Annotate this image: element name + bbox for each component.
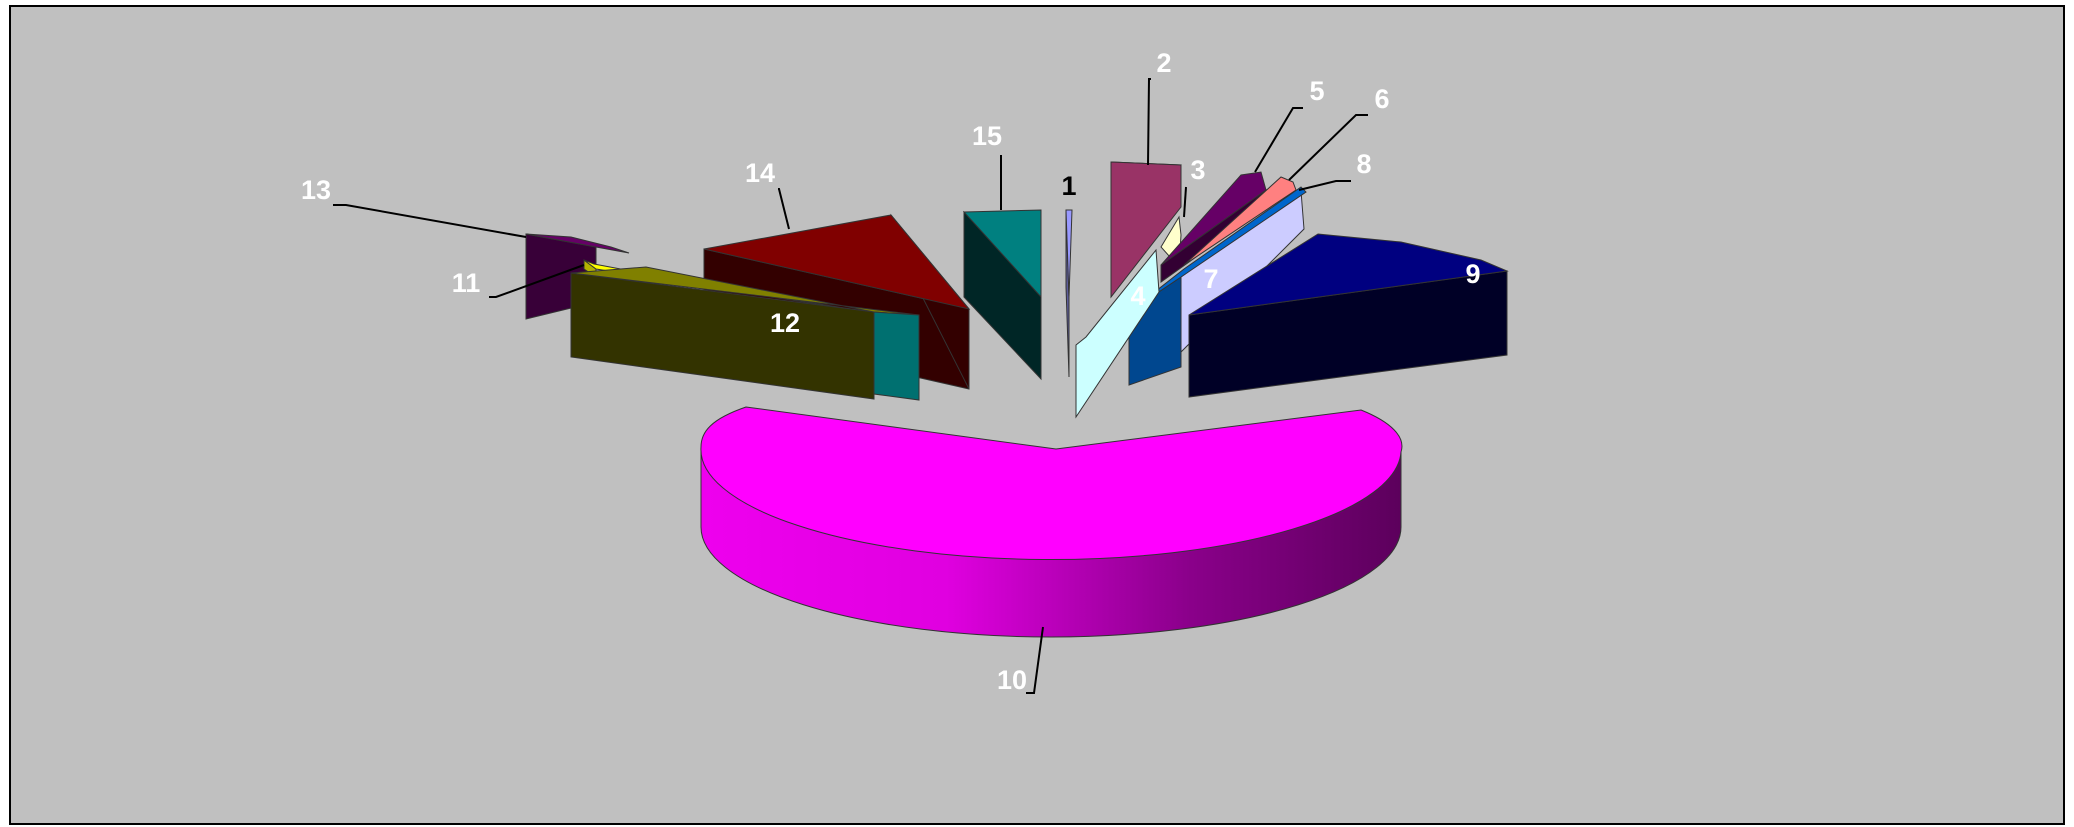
leader-line-10: [1026, 626, 1044, 694]
leader-line-13: [333, 204, 527, 238]
leader-line-3: [1183, 186, 1187, 218]
data-label-3: 3: [1190, 155, 1205, 185]
data-label-1: 1: [1061, 171, 1076, 201]
pie-slice-6: [1183, 176, 1297, 266]
data-label-12: 12: [770, 308, 800, 338]
data-label-7: 7: [1203, 264, 1218, 294]
data-label-10: 10: [997, 665, 1027, 695]
slice-top: [1183, 176, 1297, 266]
chart-area: 1 2 3 4 5 6 7 8 9 10 11 12 13 14 15: [9, 5, 2065, 825]
data-label-14: 14: [745, 158, 775, 188]
pie-slice-12b: [873, 311, 920, 401]
data-label-6: 6: [1374, 84, 1389, 114]
slice-top: [703, 214, 971, 310]
slice-top: [525, 233, 630, 254]
pie-slice-15: [962, 209, 1042, 381]
leader-line-8: [1298, 180, 1351, 191]
slice-top: [1065, 209, 1073, 298]
slice-top: [583, 259, 852, 310]
pie-slice-12: [570, 266, 920, 400]
leader-line-6: [1288, 114, 1368, 181]
leader-line-14: [778, 188, 790, 230]
data-label-15: 15: [972, 121, 1002, 151]
data-label-2: 2: [1156, 48, 1171, 78]
data-label-4: 4: [1130, 281, 1145, 311]
slice-top: [1110, 161, 1182, 299]
pie-slice-4: [1075, 248, 1160, 419]
slice-top: [700, 406, 1403, 561]
data-label-9: 9: [1465, 259, 1480, 289]
data-label-13: 13: [301, 175, 331, 205]
pie-slice-9: [1188, 233, 1509, 398]
slice-top: [1075, 248, 1160, 419]
pie-slice-10: [700, 406, 1403, 638]
pie-slice-1: [1065, 209, 1073, 378]
data-label-5: 5: [1309, 76, 1324, 106]
data-label-8: 8: [1356, 149, 1371, 179]
slice-top: [1188, 233, 1509, 316]
slice-top: [1160, 171, 1267, 266]
leader-line-2: [1147, 78, 1151, 166]
leader-line-11: [489, 264, 585, 298]
leader-line-5: [1254, 107, 1303, 173]
pie-slice-2: [1110, 161, 1182, 299]
slice-side: [570, 272, 875, 400]
slice-top: [962, 209, 1042, 299]
data-label-11: 11: [452, 268, 481, 298]
slice-top: [873, 311, 920, 401]
